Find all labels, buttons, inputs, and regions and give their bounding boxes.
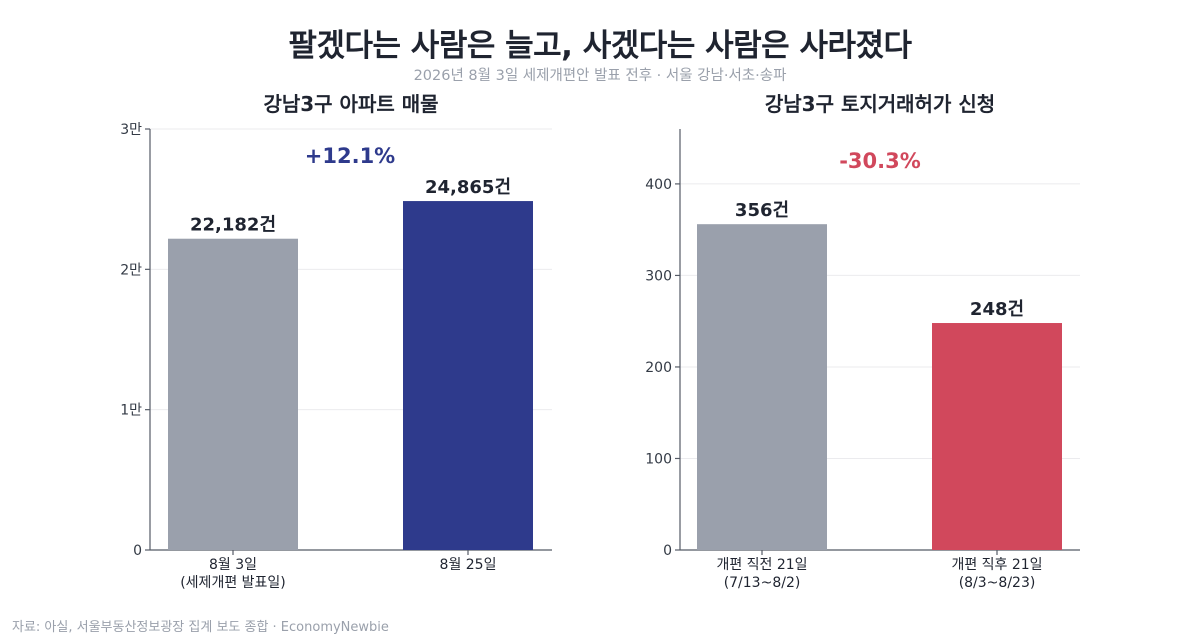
y-tick-label: 3만: [120, 122, 142, 138]
change-annotation: -30.3%: [839, 149, 921, 173]
x-tick-label: (세제개편 발표일): [180, 575, 286, 591]
data-label: 24,865건: [425, 177, 511, 198]
y-tick-label: 200: [645, 360, 672, 376]
y-tick-label: 400: [645, 177, 672, 193]
x-tick-label: 8월 25일: [440, 557, 497, 573]
y-tick-label: 300: [645, 268, 672, 284]
bar: [697, 224, 827, 550]
source-footer: 자료: 아실, 서울부동산정보광장 집계 보도 종합 · EconomyNewb…: [12, 620, 389, 635]
change-annotation: +12.1%: [305, 144, 395, 168]
y-tick-label: 100: [645, 451, 672, 467]
y-tick-label: 2만: [120, 262, 142, 278]
y-tick-label: 0: [663, 543, 672, 559]
bar: [168, 238, 298, 551]
chart-panel-1: 강남3구 아파트 매물 0 1만 2만 3만 22,182건 8월 3일 (세제개편 발표일)…: [120, 92, 552, 591]
data-label: 22,182건: [190, 215, 276, 236]
chart-subtitle: 2026년 8월 3일 세제개편안 발표 전후 · 서울 강남·서초·송파: [413, 68, 787, 84]
x-tick-label: 8월 3일: [209, 557, 257, 573]
bar: [403, 201, 533, 551]
data-label: 248건: [970, 299, 1024, 320]
data-label: 356건: [735, 200, 789, 221]
x-tick-label: (8/3~8/23): [959, 575, 1036, 591]
bar: [932, 323, 1062, 550]
y-tick-label: 0: [133, 543, 142, 559]
panel-title: 강남3구 토지거래허가 신청: [765, 92, 995, 116]
panel-title: 강남3구 아파트 매물: [263, 92, 438, 116]
y-tick-label: 1만: [120, 403, 142, 419]
x-tick-label: (7/13~8/2): [724, 575, 801, 591]
chart-title: 팔겠다는 사람은 늘고, 사겠다는 사람은 사라졌다: [288, 28, 912, 64]
x-tick-label: 개편 직후 21일: [951, 557, 1042, 573]
x-tick-label: 개편 직전 21일: [716, 557, 807, 573]
